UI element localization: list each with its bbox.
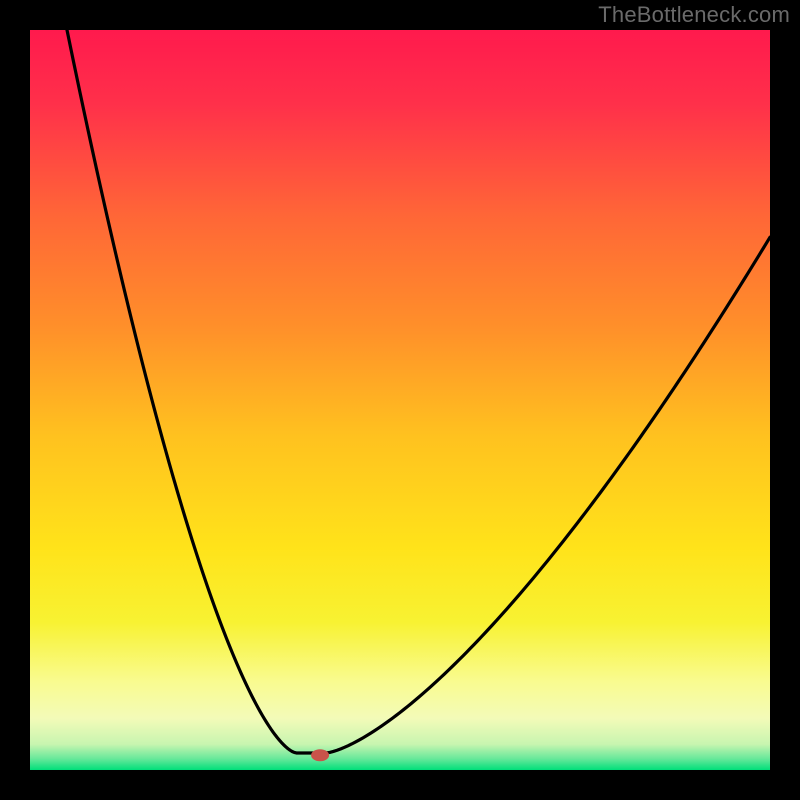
plot-background: [30, 30, 770, 770]
watermark-text: TheBottleneck.com: [598, 2, 790, 28]
operating-point-marker: [311, 749, 329, 761]
bottleneck-chart: [0, 0, 800, 800]
chart-container: TheBottleneck.com: [0, 0, 800, 800]
